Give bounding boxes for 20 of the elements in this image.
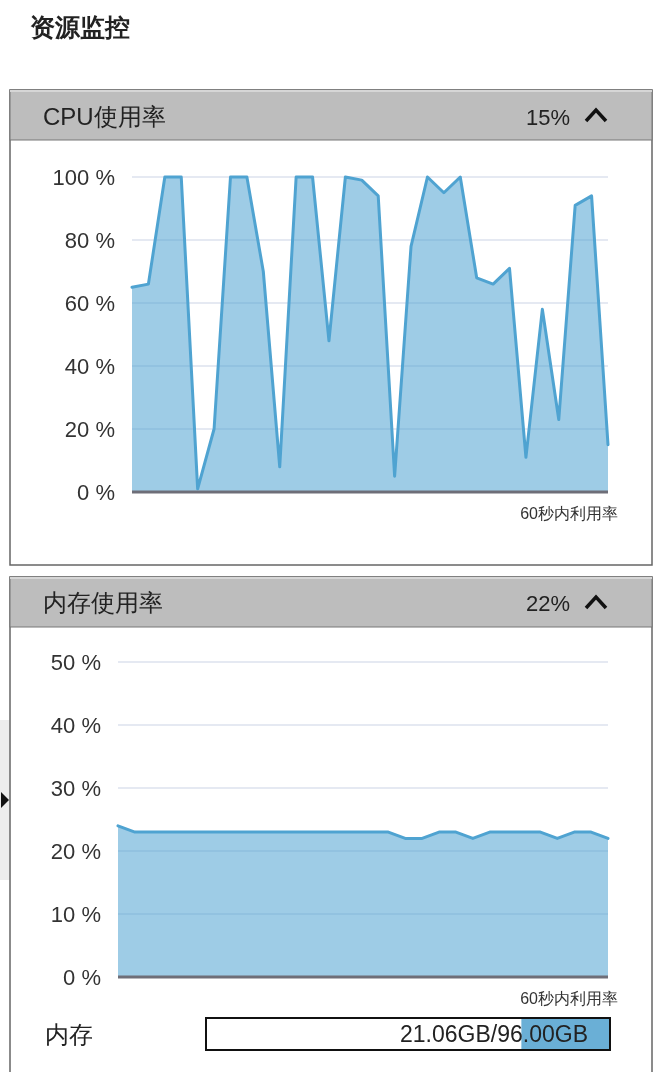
y-tick-label: 30 % [50, 775, 101, 801]
y-tick-label: 50 % [50, 649, 101, 675]
x-axis-title: 60秒内利用率 [520, 989, 618, 1007]
y-tick-label: 20 % [50, 838, 101, 864]
chart-title: 内存使用率 [43, 588, 163, 616]
chart-title: CPU使用率 [43, 102, 166, 130]
y-tick-label: 40 % [50, 712, 101, 738]
text: 22% [525, 590, 570, 616]
y-tick-label: 100 % [52, 164, 115, 190]
y-tick-label: 40 % [64, 353, 115, 379]
y-tick-label: 80 % [64, 227, 115, 253]
y-tick-label: 20 % [64, 416, 115, 442]
y-tick-label: 0 % [77, 479, 115, 505]
y-tick-label: 0 % [63, 964, 101, 990]
y-tick-label: 60 % [64, 290, 115, 316]
text: 15% [525, 104, 570, 130]
x-axis-title: 60秒内利用率 [520, 504, 618, 522]
y-tick-label: 内存 [45, 1020, 93, 1048]
y-tick-label: 10 % [50, 901, 101, 927]
text: 资源监控 [30, 13, 130, 41]
